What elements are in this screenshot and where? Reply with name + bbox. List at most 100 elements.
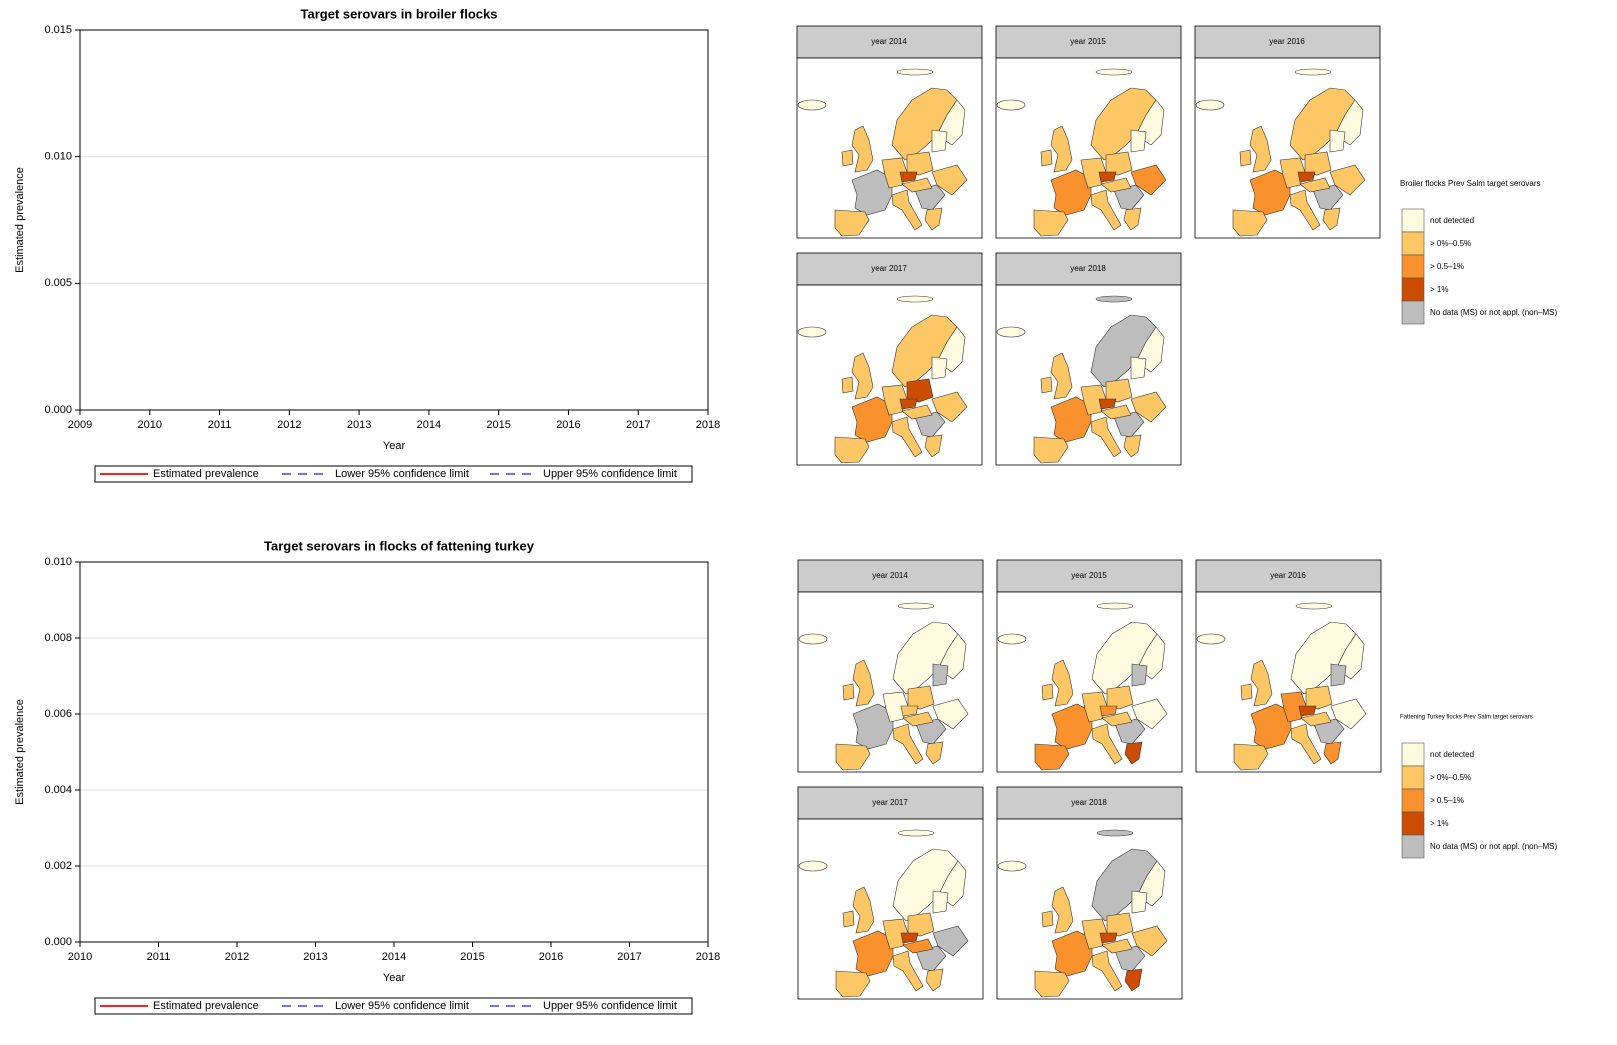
country bbox=[1106, 912, 1134, 937]
panel-title: year 2015 bbox=[1071, 571, 1107, 580]
legend-label: > 1% bbox=[1430, 819, 1448, 828]
legend-title: Fattening Turkey flocks Prev Salm target… bbox=[1400, 715, 1533, 721]
panel-header bbox=[996, 559, 1183, 593]
legend-label: Estimated prevalence bbox=[153, 468, 259, 480]
country bbox=[915, 945, 947, 972]
country bbox=[1329, 164, 1366, 196]
country bbox=[1289, 189, 1321, 231]
country bbox=[1081, 691, 1108, 723]
country bbox=[1114, 718, 1146, 745]
legend-label: > 0.5–1% bbox=[1430, 262, 1464, 271]
country bbox=[1280, 691, 1307, 723]
map bbox=[1195, 68, 1366, 237]
panel-frame bbox=[995, 284, 1182, 466]
country bbox=[1041, 683, 1054, 701]
country bbox=[906, 378, 934, 403]
country bbox=[1040, 376, 1053, 394]
country bbox=[797, 99, 827, 111]
legend-swatch bbox=[1401, 254, 1425, 279]
country bbox=[896, 68, 934, 76]
country bbox=[1051, 886, 1074, 934]
country bbox=[931, 391, 968, 423]
country bbox=[842, 683, 855, 701]
country bbox=[851, 169, 893, 216]
country bbox=[1295, 602, 1333, 610]
country bbox=[798, 860, 828, 872]
map bbox=[997, 829, 1168, 998]
country bbox=[1250, 659, 1273, 707]
country bbox=[1091, 723, 1123, 765]
panel-frame bbox=[797, 818, 984, 1000]
country bbox=[1101, 711, 1133, 727]
country bbox=[1096, 602, 1134, 610]
panel-frame bbox=[796, 57, 983, 239]
y-tick-label: 0.008 bbox=[44, 632, 72, 644]
panel-title: year 2016 bbox=[1269, 37, 1305, 46]
country bbox=[852, 930, 894, 977]
country bbox=[1051, 659, 1074, 707]
country bbox=[932, 925, 969, 957]
country bbox=[842, 910, 855, 928]
panel-frame bbox=[796, 284, 983, 466]
country bbox=[1040, 149, 1053, 167]
country bbox=[1323, 741, 1342, 765]
panel-title: year 2017 bbox=[871, 264, 907, 273]
country bbox=[906, 151, 934, 176]
country bbox=[900, 705, 919, 717]
y-tick-label: 0.004 bbox=[44, 784, 72, 796]
legend-label: not detected bbox=[1430, 750, 1474, 759]
y-tick-label: 0.000 bbox=[44, 936, 72, 948]
country bbox=[1105, 151, 1133, 176]
country bbox=[997, 633, 1027, 645]
country bbox=[1130, 164, 1167, 196]
legend-swatch bbox=[1401, 811, 1425, 836]
legend-label: No data (MS) or not appl. (non–MS) bbox=[1430, 842, 1558, 851]
legend-label: not detected bbox=[1430, 216, 1474, 225]
x-tick-label: 2014 bbox=[417, 419, 441, 431]
x-tick-label: 2014 bbox=[382, 951, 406, 963]
country bbox=[1240, 683, 1253, 701]
country bbox=[1051, 930, 1093, 977]
country bbox=[1195, 99, 1225, 111]
country bbox=[925, 741, 944, 765]
country bbox=[1090, 416, 1122, 458]
y-tick-label: 0.002 bbox=[44, 860, 72, 872]
y-tick-label: 0.005 bbox=[44, 277, 72, 289]
chart-title: Target serovars in flocks of fattening t… bbox=[264, 538, 535, 553]
country bbox=[1095, 295, 1133, 303]
country bbox=[1249, 125, 1272, 173]
country bbox=[1099, 705, 1118, 717]
panel-title: year 2014 bbox=[871, 37, 907, 46]
x-tick-label: 2010 bbox=[138, 419, 162, 431]
country bbox=[841, 376, 854, 394]
legend-swatch bbox=[1401, 742, 1425, 767]
country bbox=[925, 968, 944, 992]
country bbox=[902, 711, 934, 727]
country bbox=[1050, 352, 1073, 400]
country bbox=[914, 184, 946, 211]
country bbox=[1123, 434, 1142, 458]
country bbox=[1131, 663, 1148, 687]
country bbox=[1130, 129, 1147, 153]
panel-header bbox=[796, 25, 983, 59]
country bbox=[891, 189, 923, 231]
country bbox=[882, 691, 909, 723]
legend-label: > 1% bbox=[1430, 285, 1448, 294]
panel-title: year 2015 bbox=[1070, 37, 1106, 46]
country bbox=[1091, 950, 1123, 992]
map bbox=[1196, 602, 1367, 771]
country bbox=[931, 356, 948, 380]
country bbox=[1033, 436, 1069, 464]
country bbox=[1313, 718, 1345, 745]
country bbox=[1105, 378, 1133, 403]
country bbox=[931, 129, 948, 153]
country bbox=[1131, 890, 1148, 914]
country bbox=[891, 416, 923, 458]
country bbox=[881, 157, 908, 189]
x-tick-label: 2012 bbox=[225, 951, 249, 963]
x-tick-label: 2010 bbox=[68, 951, 92, 963]
panel-frame bbox=[996, 591, 1183, 773]
x-axis-label: Year bbox=[383, 440, 406, 452]
legend-swatch bbox=[1401, 208, 1425, 233]
x-axis-label: Year bbox=[383, 972, 406, 984]
